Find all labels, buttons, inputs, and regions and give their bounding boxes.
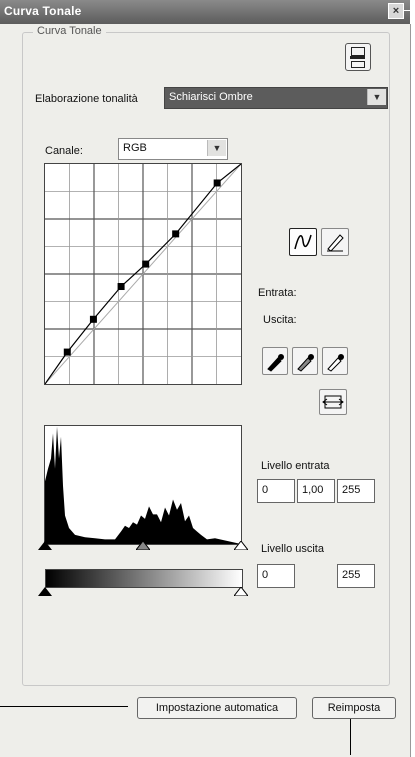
input-level-label: Livello entrata [261,460,330,472]
floppy-top [351,47,365,56]
auto-settings-button[interactable]: Impostazione automatica [137,697,297,719]
callout-line-auto [0,706,128,707]
curve-tool-icon [294,234,312,250]
output-white-value: 255 [342,569,361,581]
freehand-mode-button[interactable] [321,228,349,256]
leader-line [404,10,412,11]
tone-processing-value: Schiarisci Ombre [169,91,253,103]
output-black-field[interactable]: 0 [257,564,295,588]
window-title: Curva Tonale [4,4,82,18]
curve-control-point[interactable] [172,230,180,238]
input-gamma-value: 1,00 [302,484,324,496]
reset-button[interactable]: Reimposta [312,697,396,719]
chevron-down-icon[interactable]: ▼ [367,89,386,105]
channel-value: RGB [123,142,147,154]
curve-mode-button[interactable] [289,228,317,256]
histogram-chart [45,426,241,544]
floppy-mid [350,56,365,59]
curve-control-point[interactable] [213,179,221,187]
input-black-field[interactable]: 0 [257,479,295,503]
auto-levels-icon [322,395,344,409]
baseline-diagonal [44,163,242,385]
input-value-label: Entrata: [258,287,297,299]
gray-point-eyedropper-icon [297,354,314,372]
tone-curve-canvas[interactable] [44,163,242,385]
channel-select[interactable]: RGB ▼ [118,138,228,160]
gamma-input-slider[interactable] [136,541,150,550]
pencil-tool-icon [327,234,344,252]
output-gradient-bar [45,569,243,588]
save-settings-button[interactable] [345,43,371,71]
tone-curve-line[interactable] [44,163,242,385]
output-black-value: 0 [262,569,269,581]
tone-processing-select[interactable]: Schiarisci Ombre ▼ [164,87,388,109]
floppy-bottom [351,61,365,68]
curve-control-point[interactable] [142,260,150,268]
input-black-value: 0 [262,484,269,496]
curve-control-point[interactable] [63,348,71,356]
black-eyedropper-button[interactable] [262,347,288,375]
curve-control-point[interactable] [117,283,125,291]
input-white-field[interactable]: 255 [337,479,375,503]
channel-label: Canale: [45,145,83,157]
white-output-slider[interactable] [234,587,248,596]
black-output-slider[interactable] [38,587,52,596]
close-icon[interactable]: × [388,3,404,19]
black-input-slider[interactable] [38,541,52,550]
tone-processing-label: Elaborazione tonalità [35,93,138,105]
white-point-eyedropper-icon [327,354,344,372]
group-label: Curva Tonale [33,25,106,37]
histogram-shape [45,426,241,544]
tone-curve-group [22,32,390,686]
output-value-label: Uscita: [263,314,297,326]
output-white-field[interactable]: 255 [337,564,375,588]
white-input-slider[interactable] [234,541,248,550]
tone-curve-graph[interactable] [44,163,242,385]
histogram-panel [44,425,242,545]
black-point-eyedropper-icon [267,354,284,372]
callout-line-reset [350,719,351,755]
auto-levels-button[interactable] [319,389,347,415]
curve-control-point[interactable] [89,315,97,323]
input-white-value: 255 [342,484,361,496]
title-bar: Curva Tonale × [0,0,412,24]
chevron-down-icon[interactable]: ▼ [207,140,226,156]
input-gamma-field[interactable]: 1,00 [297,479,335,503]
gray-eyedropper-button[interactable] [292,347,318,375]
white-eyedropper-button[interactable] [322,347,348,375]
output-level-label: Livello uscita [261,543,324,555]
